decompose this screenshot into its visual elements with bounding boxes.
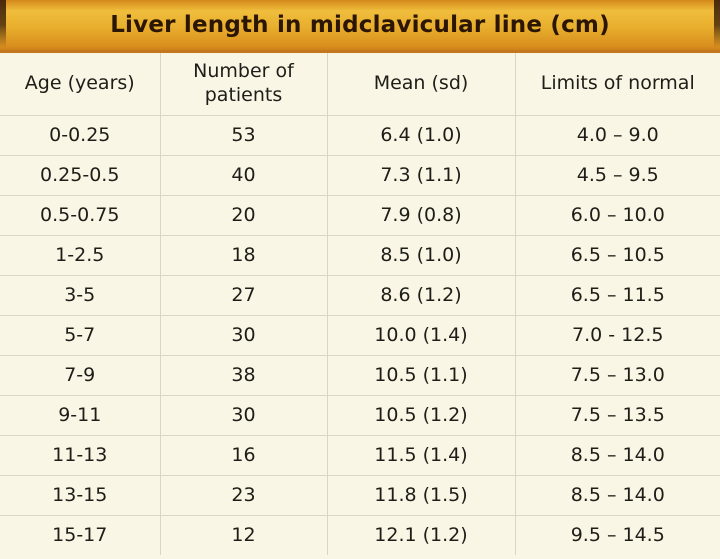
table-cell: 6.0 – 10.0 — [514, 194, 720, 235]
table-cell: 7.9 (0.8) — [326, 194, 515, 235]
table-cell: 11-13 — [0, 434, 160, 475]
table-row: 7-9 38 10.5 (1.1) 7.5 – 13.0 — [0, 354, 720, 395]
table-cell: 3-5 — [0, 274, 160, 315]
column-header: Number of patients — [159, 53, 327, 115]
table-cell: 6.5 – 10.5 — [514, 234, 720, 275]
table-cell: 15-17 — [0, 514, 160, 555]
title-band: Liver length in midclavicular line (cm) — [0, 0, 720, 53]
table-cell: 16 — [159, 434, 327, 475]
table-cell: 0-0.25 — [0, 114, 160, 155]
table-header: Age (years) Number of patients Mean (sd) Li… — [0, 53, 720, 115]
table-body: 0-0.25 53 6.4 (1.0) 4.0 – 9.0 0.25-0.5 40 7.3 … — [0, 114, 720, 555]
table-cell: 1-2.5 — [0, 234, 160, 275]
table-cell: 6.4 (1.0) — [326, 114, 515, 155]
table-row: 9-11 30 10.5 (1.2) 7.5 – 13.5 — [0, 394, 720, 435]
page-title: Liver length in midclavicular line (cm) — [110, 12, 610, 38]
table-cell: 10.5 (1.2) — [326, 394, 515, 435]
table-cell: 53 — [159, 114, 327, 155]
table-row: 1-2.5 18 8.5 (1.0) 6.5 – 10.5 — [0, 234, 720, 275]
table-cell: 0.5-0.75 — [0, 194, 160, 235]
table-row: 5-7 30 10.0 (1.4) 7.0 - 12.5 — [0, 314, 720, 355]
table-cell: 20 — [159, 194, 327, 235]
table-row: 0.25-0.5 40 7.3 (1.1) 4.5 – 9.5 — [0, 154, 720, 195]
table-cell: 5-7 — [0, 314, 160, 355]
table-row: 0-0.25 53 6.4 (1.0) 4.0 – 9.0 — [0, 114, 720, 155]
table-cell: 4.0 – 9.0 — [514, 114, 720, 155]
table-row: 3-5 27 8.6 (1.2) 6.5 – 11.5 — [0, 274, 720, 315]
table-cell: 7.5 – 13.0 — [514, 354, 720, 395]
table-cell: 8.6 (1.2) — [326, 274, 515, 315]
table-cell: 12.1 (1.2) — [326, 514, 515, 555]
liver-length-table: Age (years) Number of patients Mean (sd) Li… — [0, 53, 720, 555]
table-cell: 10.0 (1.4) — [326, 314, 515, 355]
table-cell: 8.5 – 14.0 — [514, 434, 720, 475]
table-cell: 4.5 – 9.5 — [514, 154, 720, 195]
table-cell: 11.5 (1.4) — [326, 434, 515, 475]
table-cell: 27 — [159, 274, 327, 315]
table-cell: 0.25-0.5 — [0, 154, 160, 195]
table-row: 11-13 16 11.5 (1.4) 8.5 – 14.0 — [0, 434, 720, 475]
table-cell: 11.8 (1.5) — [326, 474, 515, 515]
table-cell: 38 — [159, 354, 327, 395]
table-cell: 8.5 – 14.0 — [514, 474, 720, 515]
column-header: Mean (sd) — [326, 53, 515, 115]
table-row: 13-15 23 11.8 (1.5) 8.5 – 14.0 — [0, 474, 720, 515]
table-cell: 30 — [159, 314, 327, 355]
table-cell: 13-15 — [0, 474, 160, 515]
table-cell: 7.5 – 13.5 — [514, 394, 720, 435]
table-cell: 7.3 (1.1) — [326, 154, 515, 195]
table-row: 0.5-0.75 20 7.9 (0.8) 6.0 – 10.0 — [0, 194, 720, 235]
table-row: 15-17 12 12.1 (1.2) 9.5 – 14.5 — [0, 514, 720, 555]
column-header-row: Age (years) Number of patients Mean (sd) Li… — [0, 53, 720, 115]
table-cell: 7.0 - 12.5 — [514, 314, 720, 355]
table-cell: 7-9 — [0, 354, 160, 395]
table-cell: 18 — [159, 234, 327, 275]
column-header: Limits of normal — [514, 53, 720, 115]
column-header: Age (years) — [24, 71, 135, 94]
table-cell: 8.5 (1.0) — [326, 234, 515, 275]
table-cell: 12 — [159, 514, 327, 555]
table-cell: 9-11 — [0, 394, 160, 435]
table-cell: 40 — [159, 154, 327, 195]
table-cell: 6.5 – 11.5 — [514, 274, 720, 315]
table-cell: 10.5 (1.1) — [326, 354, 515, 395]
table-cell: 9.5 – 14.5 — [514, 514, 720, 555]
table-cell: 23 — [159, 474, 327, 515]
table-cell: 30 — [159, 394, 327, 435]
